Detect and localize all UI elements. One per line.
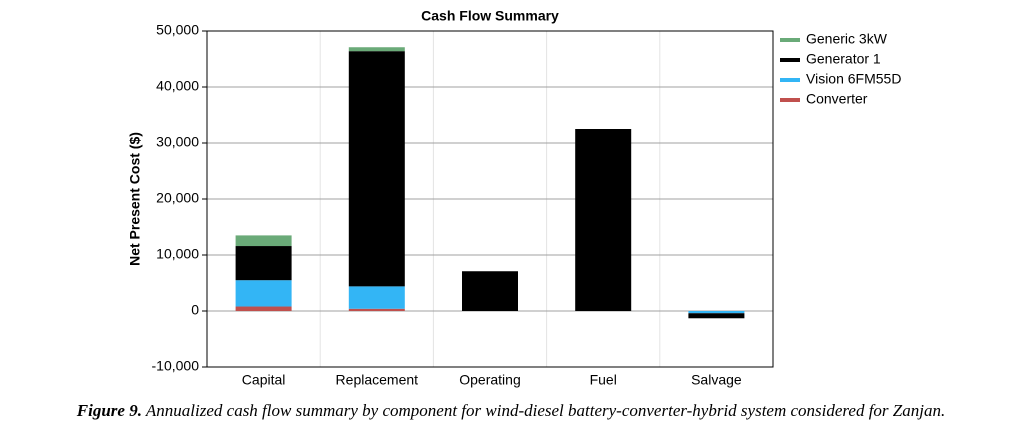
x-tick-label: Replacement [336, 372, 419, 388]
bar-segment [575, 129, 632, 311]
y-tick-label: 10,000 [156, 246, 199, 262]
bar-segment [688, 313, 745, 319]
bar-segment [235, 306, 292, 311]
x-tick-label: Salvage [691, 372, 742, 388]
x-tick-label: Operating [459, 372, 520, 388]
bar-segment [348, 47, 405, 52]
bar-segment [348, 286, 405, 309]
caption-text: Annualized cash flow summary by componen… [145, 401, 945, 420]
y-tick-label: 40,000 [156, 78, 199, 94]
bar-segment [348, 308, 405, 311]
x-tick-label: Fuel [590, 372, 617, 388]
y-axis-label: Net Present Cost ($) [127, 132, 143, 266]
x-tick-label: Capital [242, 372, 286, 388]
bar-segment [235, 235, 292, 247]
bar-segment [348, 51, 405, 287]
plot-frame [206, 30, 774, 368]
legend-label: Vision 6FM55D [806, 71, 901, 87]
y-tick-label: 20,000 [156, 190, 199, 206]
chart-title: Cash Flow Summary [421, 8, 559, 24]
y-tick-label: 50,000 [156, 22, 199, 38]
bar-segment [462, 271, 518, 311]
caption: Figure 9. Annualized cash flow summary b… [76, 401, 945, 420]
bar-segment [688, 311, 745, 314]
bar-segment [235, 280, 292, 307]
y-tick-label: -10,000 [152, 358, 200, 374]
bar-segment [235, 246, 292, 281]
legend-label: Generic 3kW [806, 31, 888, 47]
y-tick-label: 30,000 [156, 134, 199, 150]
caption-label: Figure 9. [76, 401, 142, 420]
legend-label: Converter [806, 91, 868, 107]
legend-label: Generator 1 [806, 51, 881, 67]
y-tick-label: 0 [191, 302, 199, 318]
